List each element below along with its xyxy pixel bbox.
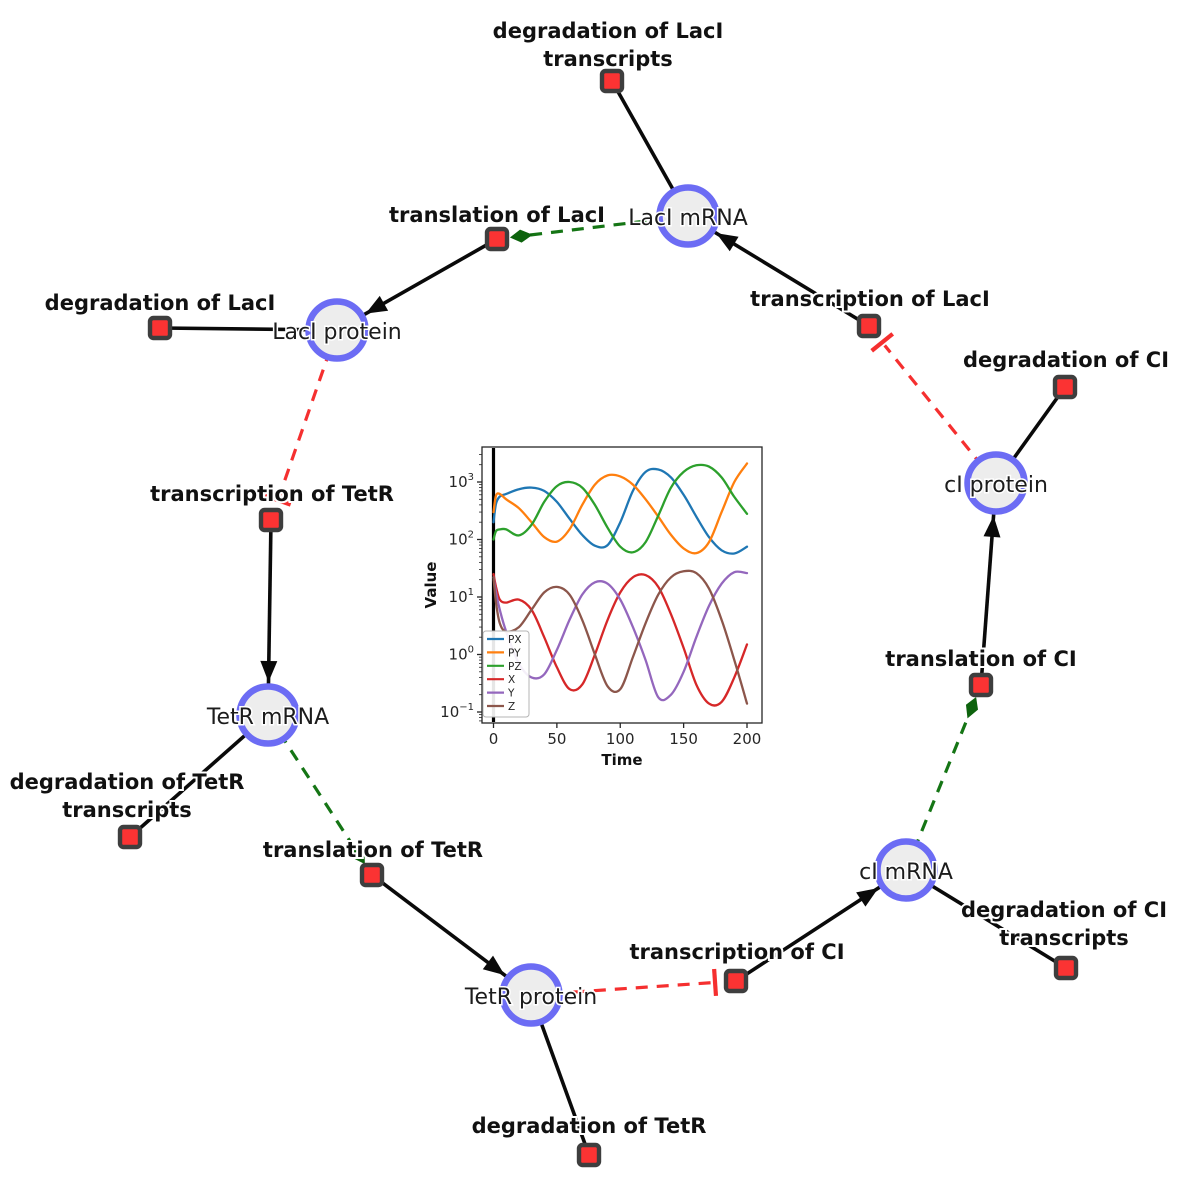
reaction-node-degradation-of-tetr[interactable] (576, 1142, 602, 1168)
reaction-label-degradation-of-ci: degradation of CI (963, 348, 1169, 372)
reaction-node-degradation-of-ci-transcripts[interactable] (1053, 955, 1079, 981)
series-py (492, 462, 749, 555)
x-axis-label: Time (601, 751, 642, 769)
edge-laci-protein-to-transcription-of-tetr-tbar (264, 493, 292, 507)
edge-translation-of-laci-to-laci-protein-arrowhead (365, 295, 389, 314)
labels-layer: LacI mRNA LacI protein TetR mRNA TetR prote… (8, 17, 1171, 1140)
species-label-laci-protein: LacI protein (272, 320, 402, 345)
reaction-label-transcription-of-laci: transcription of LacI (750, 287, 990, 311)
legend-label-y: Y (507, 688, 515, 700)
reaction-label-translation-of-laci: translation of LacI (389, 203, 605, 227)
series-z (492, 569, 749, 705)
reaction-node-translation-of-ci[interactable] (968, 672, 994, 698)
edge-tetr-protein-to-transcription-of-ci-tbar (712, 968, 719, 997)
species-label-tetr-mrna: TetR mRNA (206, 705, 329, 730)
species-label-tetr-protein: TetR protein (464, 985, 597, 1010)
legend-label-py: PY (508, 647, 521, 659)
reaction-node-transcription-of-laci[interactable] (856, 313, 882, 339)
y-tick-label: 100 (449, 645, 474, 664)
x-tick-label: 200 (733, 730, 762, 748)
x-tick-label: 150 (669, 730, 698, 748)
legend-label-z: Z (508, 701, 515, 713)
reaction-node-transcription-of-tetr[interactable] (258, 507, 284, 533)
x-tick-label: 0 (489, 730, 499, 748)
edge-ci-mrna-to-translation-of-ci-arrowhead (965, 697, 979, 719)
edge-transcription-of-ci-to-ci-mrna-arrowhead (856, 888, 879, 907)
y-tick-label: 102 (449, 530, 474, 549)
legend-label-px: PX (508, 634, 522, 646)
y-tick-label: 103 (449, 472, 474, 491)
nodes-layer (117, 68, 1079, 1168)
species-node-ci-protein[interactable] (964, 451, 1028, 515)
y-tick-label: 10−1 (440, 702, 474, 721)
species-node-tetr-protein[interactable] (499, 963, 563, 1027)
edge-tetr-mrna-to-translation-of-tetr-arrowhead (352, 844, 365, 865)
species-node-laci-mrna[interactable] (656, 184, 720, 248)
edge-transcription-of-laci-to-laci-mrna-arrowhead (716, 233, 739, 252)
species-node-laci-protein[interactable] (305, 298, 369, 362)
reaction-node-transcription-of-ci[interactable] (723, 968, 749, 994)
reaction-label-transcription-of-tetr: transcription of TetR (150, 482, 394, 506)
x-tick-label: 100 (606, 730, 635, 748)
edge-transcription-of-tetr-to-tetr-mrna-arrowhead (260, 660, 278, 683)
x-tick-label: 50 (547, 730, 566, 748)
reaction-label-degradation-of-tetr: degradation of TetR (472, 1114, 707, 1138)
legend-label-pz: PZ (508, 661, 522, 673)
reaction-node-translation-of-laci[interactable] (484, 226, 510, 252)
edge-transcription-of-tetr-to-tetr-mrna (266, 519, 273, 716)
edge-laci-mrna-to-translation-of-laci-arrowhead (509, 229, 533, 243)
reaction-label-translation-of-tetr: translation of TetR (263, 838, 483, 862)
reaction-label-degradation-of-laci: degradation of LacI (45, 291, 276, 315)
series-x (492, 572, 749, 707)
legend-label-x: X (508, 674, 515, 686)
y-tick-label: 101 (449, 587, 474, 606)
reaction-node-degradation-of-laci-transcripts[interactable] (599, 68, 625, 94)
species-label-ci-mrna: cI mRNA (859, 860, 953, 885)
reaction-node-degradation-of-tetr-transcripts[interactable] (117, 824, 143, 850)
edge-translation-of-ci-to-ci-protein-arrowhead (983, 515, 1001, 538)
reaction-node-translation-of-tetr[interactable] (359, 862, 385, 888)
species-label-ci-protein: cI protein (944, 473, 1048, 498)
axis-ticks: 103 102 101 100 10−1 0 50 100 150 200 (440, 454, 762, 748)
reaction-label-translation-of-ci: translation of CI (885, 647, 1076, 671)
series-px (492, 467, 749, 555)
edge-ci-protein-to-transcription-of-laci-tbar (870, 332, 895, 353)
y-axis-label: Value (422, 562, 440, 609)
species-label-laci-mrna: LacI mRNA (628, 206, 748, 231)
species-node-tetr-mrna[interactable] (236, 683, 300, 747)
reaction-label-degradation-of-ci-transcripts: degradation of CI transcripts (961, 898, 1167, 950)
species-node-ci-mrna[interactable] (874, 838, 938, 902)
series-pz (492, 463, 749, 554)
reaction-label-degradation-of-laci-transcripts: degradation of LacI transcripts (493, 19, 724, 71)
reaction-node-degradation-of-ci[interactable] (1052, 374, 1078, 400)
reaction-node-degradation-of-laci[interactable] (147, 315, 173, 341)
reaction-label-degradation-of-tetr-transcripts: degradation of TetR transcripts (10, 770, 245, 822)
legend-box (482, 630, 530, 718)
reaction-label-transcription-of-ci: transcription of CI (629, 940, 844, 964)
edge-translation-of-tetr-to-tetr-protein-arrowhead (482, 955, 505, 976)
